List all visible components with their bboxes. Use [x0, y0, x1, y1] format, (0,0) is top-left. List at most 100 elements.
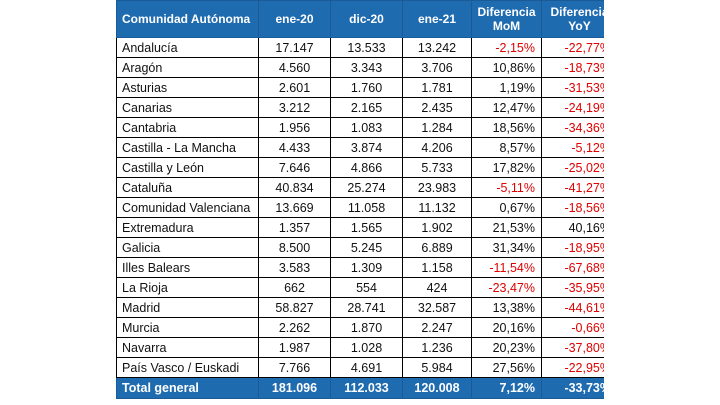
region-cell: Andalucía [116, 37, 259, 58]
region-cell: La Rioja [116, 277, 259, 298]
mom-cell: 10,86% [471, 57, 542, 78]
mom-cell: -23,47% [471, 277, 542, 298]
jan-20-cell: 181.096 [258, 377, 331, 399]
mom-cell: 31,34% [471, 237, 542, 258]
yoy-cell: -25,02% [541, 157, 604, 178]
region-cell: Castilla - La Mancha [116, 137, 259, 158]
jan-21-cell: 1.284 [402, 117, 472, 138]
header-yoy: Diferencia YoY [541, 0, 604, 38]
jan-20-cell: 3.212 [258, 97, 331, 118]
mom-cell: -2,15% [471, 37, 542, 58]
header-mom: Diferencia MoM [471, 0, 542, 38]
region-cell: País Vasco / Euskadi [116, 357, 259, 378]
jan-21-cell: 1.902 [402, 217, 472, 238]
data-table: Comunidad Autónoma ene-20 dic-20 ene-21 … [116, 0, 604, 399]
yoy-cell: -31,53% [541, 77, 604, 98]
jan-21-cell: 13.242 [402, 37, 472, 58]
jan-21-cell: 6.889 [402, 237, 472, 258]
total-row: Total general 181.096 112.033 120.008 7,12% -… [116, 377, 604, 399]
yoy-cell: 40,16% [541, 217, 604, 238]
table-row: País Vasco / Euskadi 7.766 4.691 5.984 27,56… [116, 357, 604, 378]
mom-cell: -11,54% [471, 257, 542, 278]
region-cell: Madrid [116, 297, 259, 318]
mom-cell: 21,53% [471, 217, 542, 238]
mom-cell: -5,11% [471, 177, 542, 198]
region-cell: Canarias [116, 97, 259, 118]
dec-20-cell: 1.760 [330, 77, 403, 98]
region-cell: Cantabria [116, 117, 259, 138]
mom-cell: 1,19% [471, 77, 542, 98]
region-cell: Murcia [116, 317, 259, 338]
yoy-cell: -5,12% [541, 137, 604, 158]
table-row: Castilla y León 7.646 4.866 5.733 17,82% -25,… [116, 157, 604, 178]
yoy-cell: -67,68% [541, 257, 604, 278]
table-body: Andalucía17.14713.53313.242-2,15%-22,77%… [116, 37, 604, 399]
region-cell: Comunidad Valenciana [116, 197, 259, 218]
region-cell: Extremadura [116, 217, 259, 238]
jan-21-cell: 5.984 [402, 357, 472, 378]
jan-20-cell: 1.956 [258, 117, 331, 138]
yoy-cell: -34,36% [541, 117, 604, 138]
region-cell: Navarra [116, 337, 259, 358]
jan-21-cell: 23.983 [402, 177, 472, 198]
dec-20-cell: 4.691 [330, 357, 403, 378]
jan-20-cell: 8.500 [258, 237, 331, 258]
header-row: Comunidad Autónoma ene-20 dic-20 ene-21 … [116, 0, 604, 38]
jan-21-cell: 32.587 [402, 297, 472, 318]
yoy-cell: -22,95% [541, 357, 604, 378]
yoy-cell: -33,73% [541, 377, 604, 399]
yoy-cell: -18,73% [541, 57, 604, 78]
jan-21-cell: 1.236 [402, 337, 472, 358]
jan-20-cell: 40.834 [258, 177, 331, 198]
jan-20-cell: 3.583 [258, 257, 331, 278]
dec-20-cell: 2.165 [330, 97, 403, 118]
header-dec-20: dic-20 [330, 0, 403, 38]
dec-20-cell: 28.741 [330, 297, 403, 318]
jan-21-cell: 424 [402, 277, 472, 298]
mom-cell: 0,67% [471, 197, 542, 218]
region-cell: Castilla y León [116, 157, 259, 178]
dec-20-cell: 112.033 [330, 377, 403, 399]
mom-cell: 7,12% [471, 377, 542, 399]
yoy-cell: -24,19% [541, 97, 604, 118]
mom-cell: 27,56% [471, 357, 542, 378]
jan-21-cell: 1.781 [402, 77, 472, 98]
mom-cell: 18,56% [471, 117, 542, 138]
dec-20-cell: 4.866 [330, 157, 403, 178]
jan-21-cell: 11.132 [402, 197, 472, 218]
dec-20-cell: 1.309 [330, 257, 403, 278]
jan-20-cell: 4.560 [258, 57, 331, 78]
jan-20-cell: 2.601 [258, 77, 331, 98]
table-row: Illes Balears 3.583 1.309 1.158 -11,54% -67,6… [116, 257, 604, 278]
mom-cell: 12,47% [471, 97, 542, 118]
jan-20-cell: 13.669 [258, 197, 331, 218]
mom-cell: 8,57% [471, 137, 542, 158]
mom-cell: 13,38% [471, 297, 542, 318]
jan-21-cell: 2.435 [402, 97, 472, 118]
yoy-cell: -0,66% [541, 317, 604, 338]
mom-cell: 20,23% [471, 337, 542, 358]
table-row: Castilla - La Mancha 4.433 3.874 4.206 8,57%… [116, 137, 604, 158]
header-region: Comunidad Autónoma [116, 0, 259, 38]
yoy-cell: -41,27% [541, 177, 604, 198]
region-cell: Cataluña [116, 177, 259, 198]
jan-20-cell: 4.433 [258, 137, 331, 158]
yoy-cell: -37,80% [541, 337, 604, 358]
data-table-container: Comunidad Autónoma ene-20 dic-20 ene-21 … [116, 0, 604, 405]
jan-20-cell: 17.147 [258, 37, 331, 58]
jan-20-cell: 1.357 [258, 217, 331, 238]
region-cell: Illes Balears [116, 257, 259, 278]
jan-21-cell: 2.247 [402, 317, 472, 338]
region-cell: Aragón [116, 57, 259, 78]
dec-20-cell: 1.028 [330, 337, 403, 358]
dec-20-cell: 3.343 [330, 57, 403, 78]
dec-20-cell: 554 [330, 277, 403, 298]
